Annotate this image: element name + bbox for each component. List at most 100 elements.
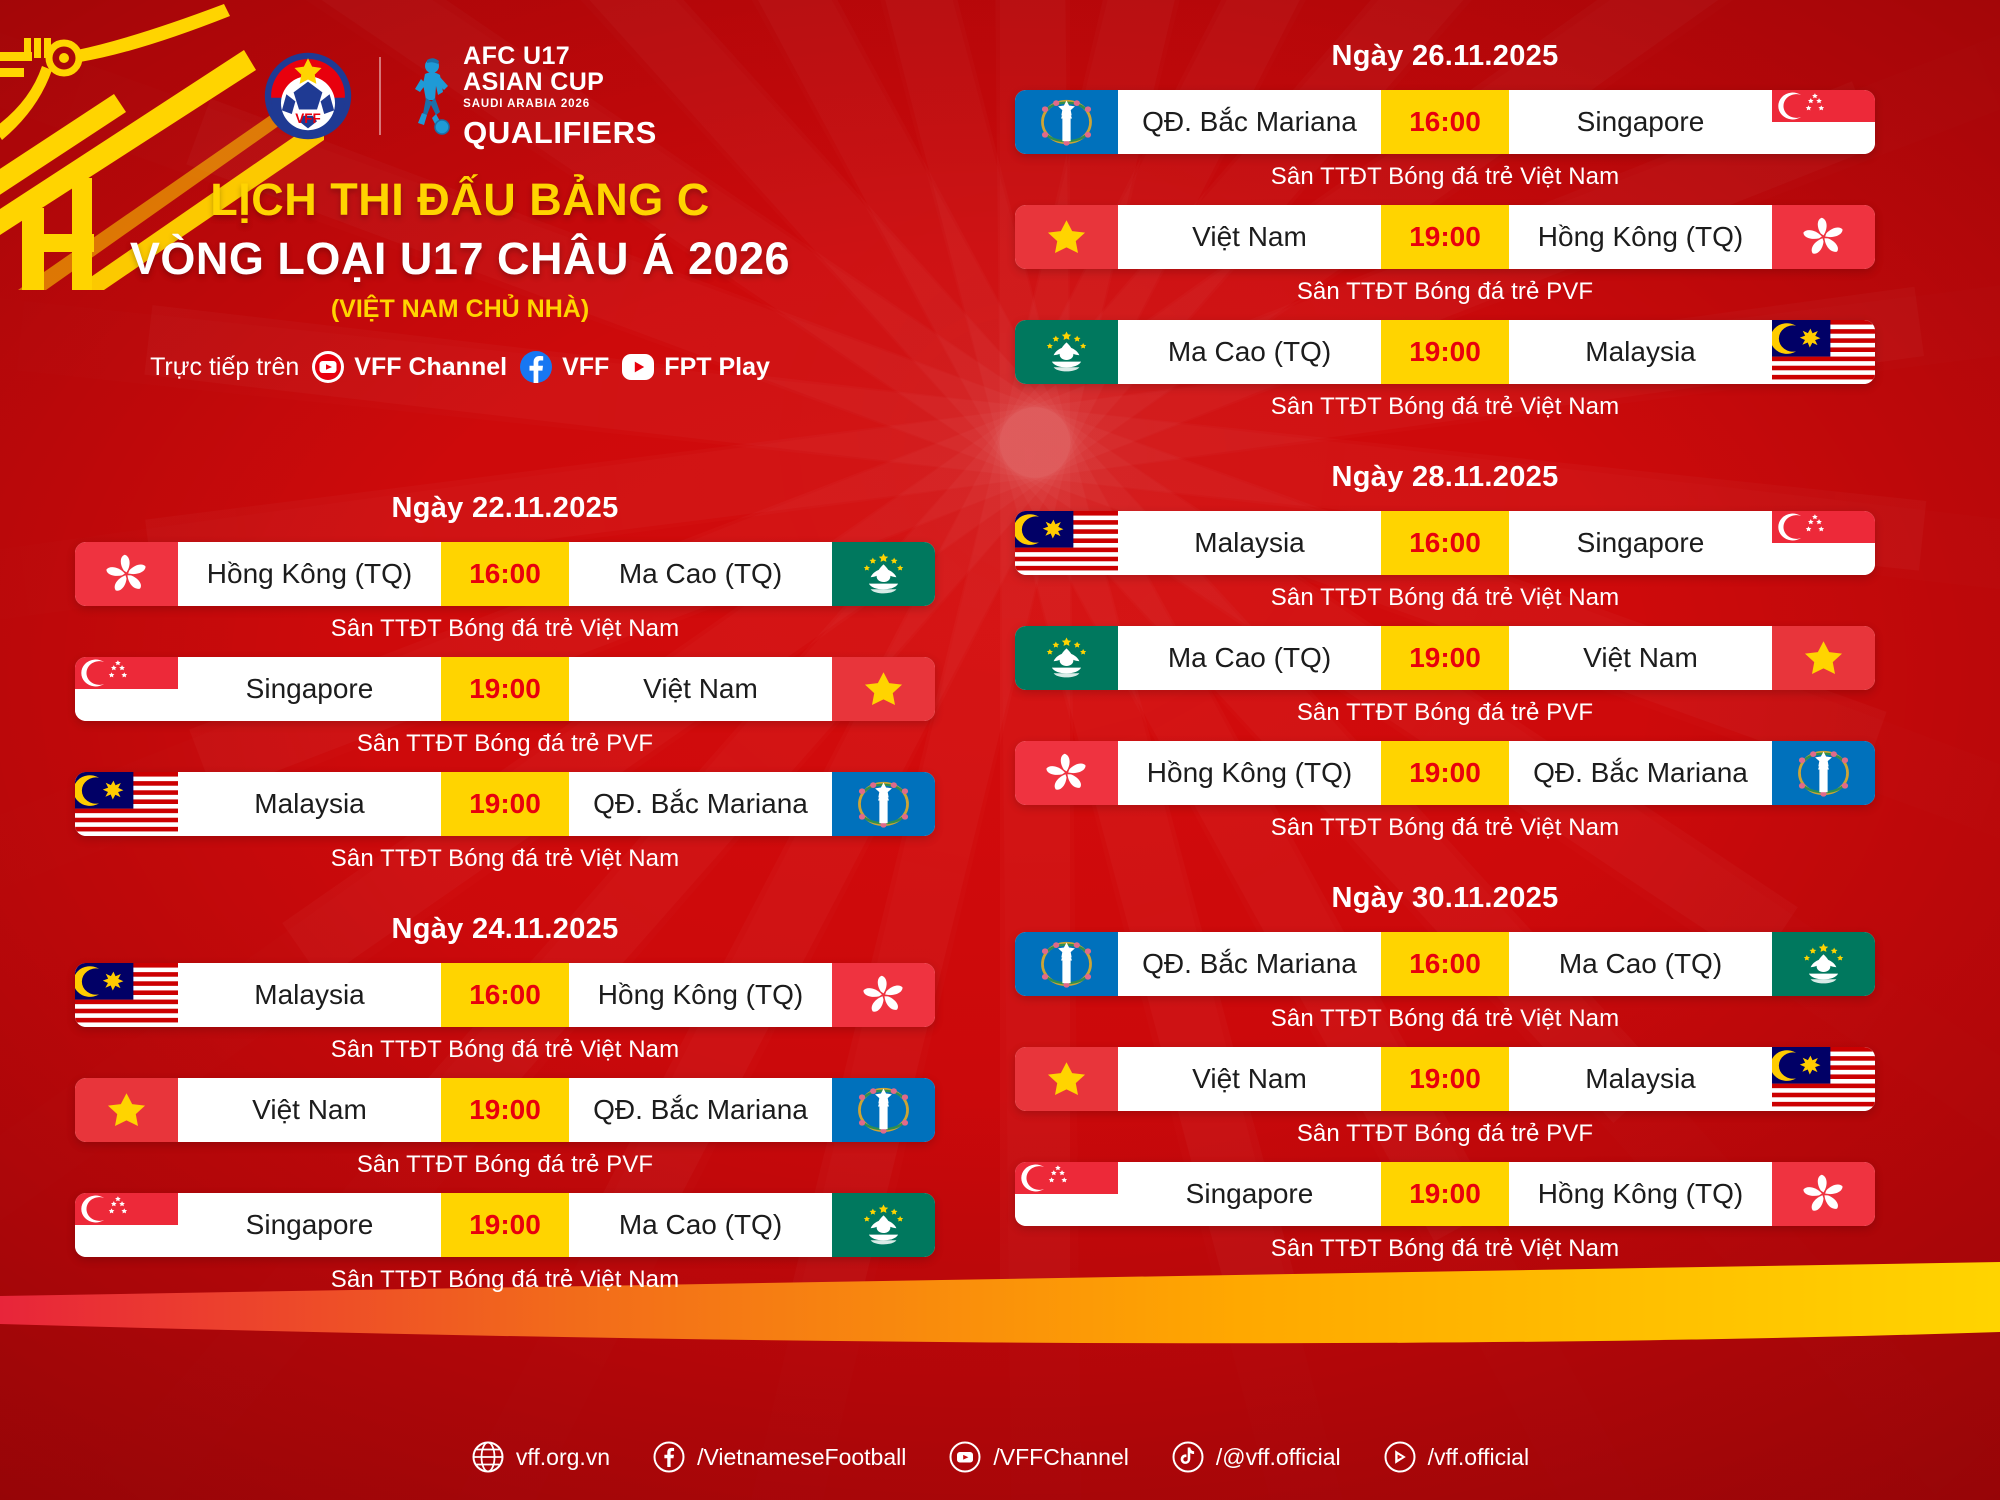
- table-row[interactable]: Singapore 19:00 Việt Nam: [75, 657, 935, 721]
- footer-link-zalo[interactable]: /vff.official: [1383, 1440, 1529, 1474]
- home-flag-icon: [1015, 90, 1118, 154]
- away-team-name: Singapore: [1576, 106, 1705, 137]
- table-row[interactable]: Việt Nam 19:00 Malaysia: [1015, 1047, 1875, 1111]
- table-row[interactable]: Malaysia 16:00 Hồng Kông (TQ): [75, 963, 935, 1027]
- match-venue: Sân TTĐT Bóng đá trẻ Việt Nam: [330, 845, 680, 872]
- table-row[interactable]: Ma Cao (TQ) 19:00 Việt Nam: [1015, 626, 1875, 690]
- table-row[interactable]: Việt Nam 19:00 QĐ. Bắc Mariana: [75, 1078, 935, 1142]
- away-team-name: Việt Nam: [1583, 642, 1698, 673]
- away-flag-icon: [832, 963, 935, 1027]
- fptplay-icon: [622, 354, 655, 380]
- home-team-name: QĐ. Bắc Mariana: [1142, 106, 1357, 137]
- page-title-line2: VÒNG LOẠI U17 CHÂU Á 2026: [129, 233, 791, 284]
- home-flag-icon: [75, 1193, 178, 1257]
- broadcast-channel-youtube[interactable]: VFF Channel: [311, 350, 507, 384]
- broadcast-channel-name: VFF Channel: [354, 352, 508, 381]
- footer-link-label: /vff.official: [1427, 1443, 1530, 1470]
- table-row[interactable]: Malaysia 19:00 QĐ. Bắc Mariana: [75, 772, 935, 836]
- home-team-name: Ma Cao (TQ): [1167, 336, 1332, 367]
- away-team-name: QĐ. Bắc Mariana: [593, 1094, 808, 1125]
- match: Hồng Kông (TQ) 16:00 Ma Cao (TQ) Sân TTĐT B…: [75, 542, 935, 643]
- day-date-title: Ngày 30.11.2025: [1331, 882, 1559, 914]
- match-venue: Sân TTĐT Bóng đá trẻ Việt Nam: [1270, 814, 1620, 841]
- match: QĐ. Bắc Mariana 16:00 Ma Cao (TQ) Sân TTĐT …: [1015, 932, 1875, 1033]
- table-row[interactable]: Singapore 19:00 Hồng Kông (TQ): [1015, 1162, 1875, 1226]
- afc-qualifiers: QUALIFIERS: [463, 114, 657, 150]
- afc-line1: AFC U17: [463, 42, 571, 71]
- logo-divider: [379, 57, 382, 135]
- home-team-name: Malaysia: [254, 788, 365, 819]
- away-team-name: Singapore: [1576, 527, 1705, 558]
- globe-icon: [472, 1441, 504, 1473]
- broadcast-channel-fptplay[interactable]: FPT Play: [621, 350, 770, 384]
- away-flag-icon: [1772, 205, 1875, 269]
- schedule-column-left: Ngày 22.11.2025 Hồng Kông (TQ) 16:00 Ma Cao…: [75, 492, 935, 1294]
- home-flag-icon: [1015, 626, 1118, 690]
- match-time: 19:00: [1381, 205, 1509, 269]
- away-team-name: Malaysia: [1585, 1063, 1696, 1094]
- home-team-name: Hồng Kông (TQ): [1146, 757, 1353, 788]
- match-time: 19:00: [1381, 320, 1509, 384]
- away-team-name: Việt Nam: [643, 673, 758, 704]
- table-row[interactable]: Hồng Kông (TQ) 16:00 Ma Cao (TQ): [75, 542, 935, 606]
- table-row[interactable]: Malaysia 16:00 Singapore: [1015, 511, 1875, 575]
- home-flag-icon: [1015, 1162, 1118, 1226]
- match: Malaysia 16:00 Singapore Sân TTĐT Bóng đá t…: [1015, 511, 1875, 612]
- match-time: 19:00: [1381, 1047, 1509, 1111]
- footer-link-youtube[interactable]: /VFFChannel: [948, 1440, 1129, 1474]
- table-row[interactable]: Ma Cao (TQ) 19:00 Malaysia: [1015, 320, 1875, 384]
- match: Malaysia 16:00 Hồng Kông (TQ) Sân TTĐT Bóng…: [75, 963, 935, 1064]
- day-group: Ngày 26.11.2025 QĐ. Bắc Mariana 16:00 Singa…: [1015, 40, 1875, 421]
- vff-logo-text: VFF: [295, 111, 321, 126]
- home-team-name: Việt Nam: [1192, 1063, 1307, 1094]
- away-team-name: QĐ. Bắc Mariana: [593, 788, 808, 819]
- match-venue: Sân TTĐT Bóng đá trẻ Việt Nam: [1270, 584, 1620, 611]
- match: QĐ. Bắc Mariana 16:00 Singapore Sân TTĐT Bó…: [1015, 90, 1875, 191]
- match-time: 16:00: [1381, 932, 1509, 996]
- home-flag-icon: [75, 963, 178, 1027]
- table-row[interactable]: Singapore 19:00 Ma Cao (TQ): [75, 1193, 935, 1257]
- schedule-column-right: Ngày 26.11.2025 QĐ. Bắc Mariana 16:00 Singa…: [1015, 40, 1875, 1263]
- footer-link-label: /@vff.official: [1215, 1443, 1341, 1470]
- away-flag-icon: [832, 542, 935, 606]
- footer-link-globe[interactable]: vff.org.vn: [471, 1440, 610, 1474]
- away-flag-icon: [1772, 1047, 1875, 1111]
- away-flag-icon: [832, 657, 935, 721]
- match: Việt Nam 19:00 QĐ. Bắc Mariana Sân TTĐT Bón…: [75, 1078, 935, 1179]
- home-team-name: Malaysia: [1194, 527, 1305, 558]
- footer-link-label: /VietnameseFootball: [697, 1443, 907, 1470]
- match: Singapore 19:00 Hồng Kông (TQ) Sân TTĐT Bón…: [1015, 1162, 1875, 1263]
- home-team-name: Singapore: [245, 673, 374, 704]
- match-venue: Sân TTĐT Bóng đá trẻ PVF: [356, 730, 654, 757]
- footer-link-facebook[interactable]: /VietnameseFootball: [652, 1440, 906, 1474]
- away-team-name: Hồng Kông (TQ): [1537, 1178, 1744, 1209]
- home-team-name: QĐ. Bắc Mariana: [1142, 948, 1357, 979]
- home-flag-icon: [75, 542, 178, 606]
- table-row[interactable]: Việt Nam 19:00 Hồng Kông (TQ): [1015, 205, 1875, 269]
- match-time: 19:00: [1381, 741, 1509, 805]
- match-time: 19:00: [441, 772, 569, 836]
- away-team-name: Ma Cao (TQ): [618, 1209, 783, 1240]
- footer-link-label: vff.org.vn: [515, 1443, 611, 1470]
- match-venue: Sân TTĐT Bóng đá trẻ Việt Nam: [1270, 1235, 1620, 1262]
- youtube-icon: [949, 1441, 981, 1473]
- day-date-title: Ngày 26.11.2025: [1331, 40, 1559, 72]
- footer-link-tiktok[interactable]: /@vff.official: [1171, 1440, 1341, 1474]
- home-flag-icon: [1015, 932, 1118, 996]
- table-row[interactable]: QĐ. Bắc Mariana 16:00 Singapore: [1015, 90, 1875, 154]
- broadcast-channel-facebook[interactable]: VFF: [519, 350, 609, 384]
- match-venue: Sân TTĐT Bóng đá trẻ Việt Nam: [1270, 393, 1620, 420]
- footer-social-bar: vff.org.vn/VietnameseFootball/VFFChannel…: [0, 1440, 2000, 1474]
- home-team-name: Ma Cao (TQ): [1167, 642, 1332, 673]
- away-flag-icon: [1772, 626, 1875, 690]
- away-flag-icon: [832, 772, 935, 836]
- table-row[interactable]: Hồng Kông (TQ) 19:00 QĐ. Bắc Mariana: [1015, 741, 1875, 805]
- match: Hồng Kông (TQ) 19:00 QĐ. Bắc Mariana Sân TT…: [1015, 741, 1875, 842]
- logo-row: VFF AFC U17 ASIAN CUP SAUDI ARABIA 2026: [0, 44, 920, 148]
- away-team-name: Ma Cao (TQ): [1558, 948, 1723, 979]
- day-group: Ngày 30.11.2025 QĐ. Bắc Mariana 16:00 Ma Ca…: [1015, 882, 1875, 1263]
- match-time: 16:00: [1381, 511, 1509, 575]
- home-flag-icon: [75, 657, 178, 721]
- match-venue: Sân TTĐT Bóng đá trẻ Việt Nam: [330, 1266, 680, 1293]
- table-row[interactable]: QĐ. Bắc Mariana 16:00 Ma Cao (TQ): [1015, 932, 1875, 996]
